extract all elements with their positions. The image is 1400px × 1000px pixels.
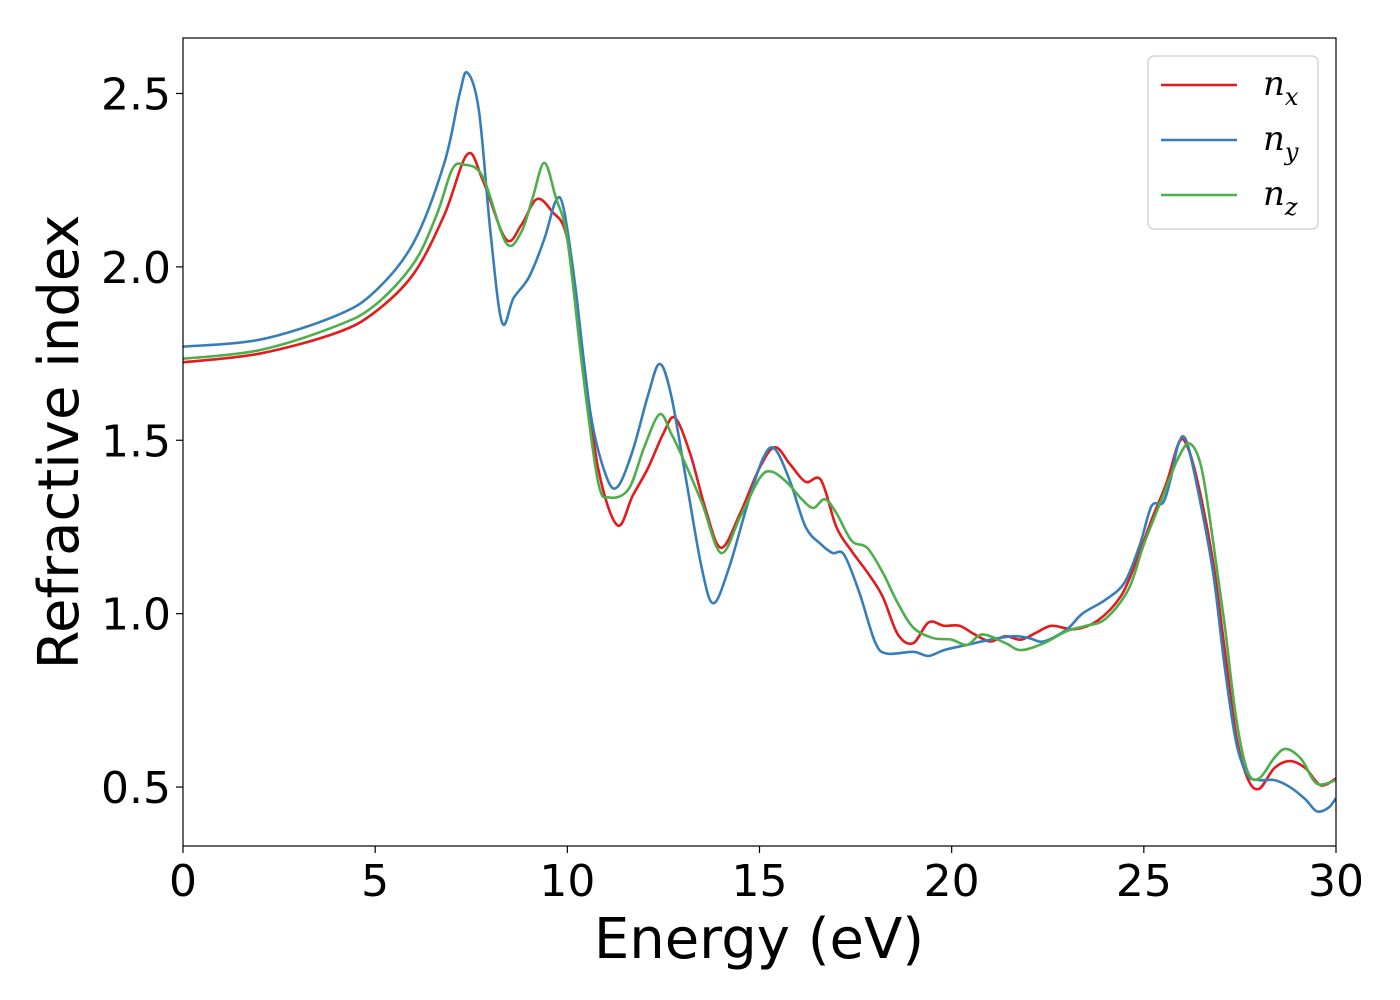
y-axis-title: Refractive index [27, 215, 92, 670]
x-tick-label: 15 [732, 856, 788, 907]
y-tick-label: 0.5 [101, 763, 171, 814]
y-tick-label: 1.5 [101, 416, 171, 467]
x-tick-label: 0 [169, 856, 197, 907]
series-line-n-z [183, 161, 1336, 786]
legend-label-base: n [1263, 64, 1285, 104]
legend-label: nx [1263, 64, 1299, 111]
legend-label: ny [1263, 119, 1299, 166]
x-axis-ticks: 0 5 10 15 20 25 30 [169, 846, 1364, 907]
y-axis-ticks: 0.5 1.0 1.5 2.0 2.5 [101, 69, 183, 814]
x-tick-label: 10 [539, 856, 595, 907]
series-line-n-y [183, 70, 1336, 813]
series-line-n-x [183, 151, 1336, 791]
y-tick-label: 2.0 [101, 243, 171, 294]
legend-label-subscript: y [1284, 138, 1299, 166]
legend-box [1147, 55, 1319, 230]
legend-label-base: n [1263, 119, 1285, 159]
legend-label-base: n [1263, 174, 1285, 214]
x-tick-label: 30 [1308, 856, 1364, 907]
legend-label: nz [1263, 174, 1298, 221]
y-tick-label: 2.5 [101, 69, 171, 120]
x-tick-label: 20 [924, 856, 980, 907]
legend-label-subscript: x [1285, 83, 1299, 111]
legend-label-subscript: z [1284, 193, 1298, 221]
series-layer [183, 70, 1336, 813]
x-tick-label: 25 [1116, 856, 1172, 907]
x-tick-label: 5 [361, 856, 389, 907]
x-axis-title: Energy (eV) [594, 907, 924, 972]
y-tick-label: 1.0 [101, 590, 171, 641]
